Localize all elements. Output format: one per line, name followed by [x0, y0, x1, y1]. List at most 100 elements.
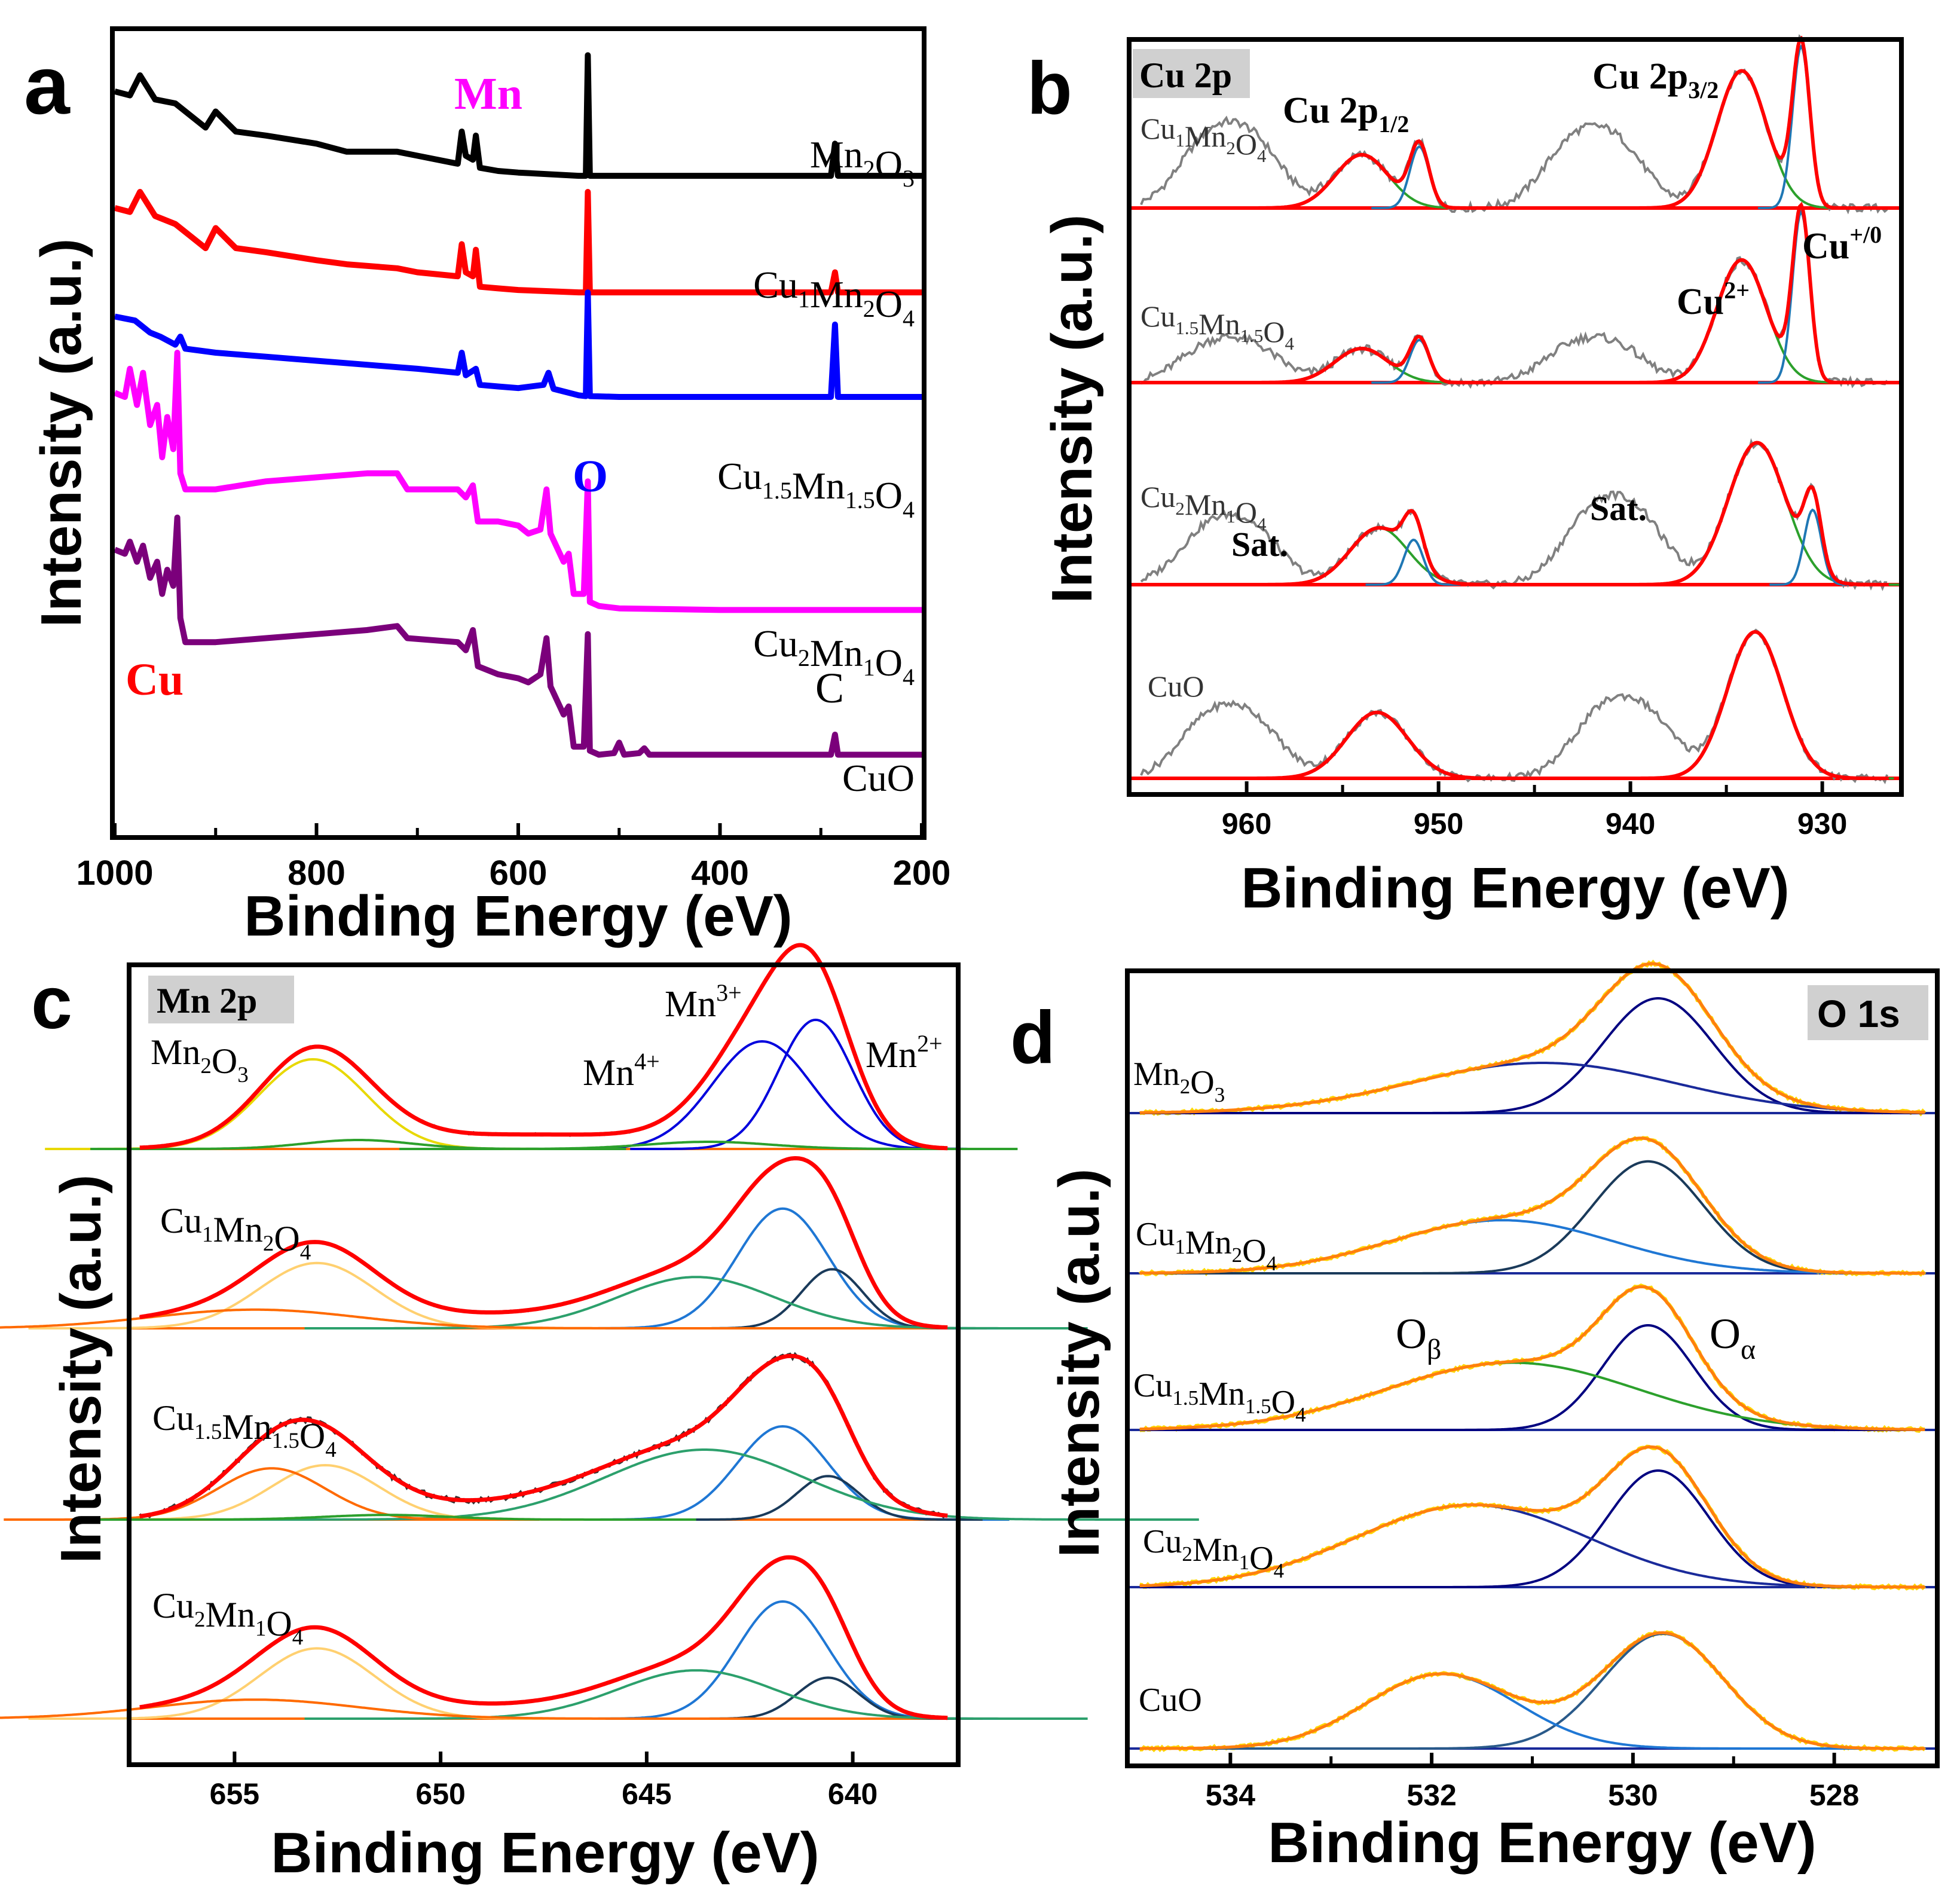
panel-d-xlabel: Binding Energy (eV): [1268, 1811, 1816, 1875]
envelope-Cu1.5Mn1.5O4: [139, 1353, 948, 1518]
annotation-c: C: [815, 664, 844, 712]
panel-b-title-box: [1133, 49, 1250, 98]
annotation-cu: Cu: [126, 655, 184, 705]
sample-label-Mn2O3: Mn2O3: [151, 1032, 249, 1087]
envelope-Cu1Mn2O4: [1139, 1136, 1925, 1275]
x-tick-label: 200: [893, 854, 951, 893]
sample-label-Cu1.5Mn1.5O4: Cu1.5Mn1.5O4: [152, 1398, 337, 1462]
panel-b-ylabel: Intensity (a.u.): [1040, 215, 1104, 604]
x-tick-label: 530: [1608, 1778, 1658, 1812]
sample-label-Cu1.5Mn1.5O4: Cu1.5Mn1.5O4: [1133, 1367, 1306, 1426]
panel-c-ylabel: Intensity (a.u.): [49, 1175, 113, 1564]
panel-a-curves: [114, 52, 922, 758]
x-tick-label: 800: [288, 854, 345, 893]
x-tick-label: 534: [1206, 1778, 1256, 1812]
panel-b-sample-labels: Cu1Mn2O4 Cu1.5Mn1.5O4 Cu2Mn1O4 CuO: [1140, 112, 1294, 703]
panel-c: c Mn 2p 655 650 645 640 Binding Energy (eV)…: [0, 943, 1199, 1885]
component-O-alpha: [1139, 1469, 1925, 1588]
component-O-alpha: [1139, 1324, 1925, 1431]
sample-label-Mn2O3: Mn2O3: [1133, 1056, 1225, 1107]
component-O-alpha: [1139, 1160, 1925, 1274]
label-mn4: Mn4+: [583, 1048, 660, 1093]
panel-d-sample-labels: Mn2O3 Cu1Mn2O4 Cu1.5Mn1.5O4 Cu2Mn1O4 CuO: [1133, 1056, 1306, 1719]
sample-label-CuO: CuO: [1148, 670, 1204, 703]
component-2p1/2 b: [0, 1698, 770, 1720]
component-sat2: [399, 1141, 1018, 1150]
sample-label-CuO: CuO: [1139, 1682, 1202, 1719]
panel-a-ylabel: Intensity (a.u.): [29, 239, 93, 628]
component-sat: [78, 1514, 696, 1521]
component-Mn4+: [210, 1448, 1199, 1521]
panel-a-frame: [110, 26, 927, 840]
x-tick-label: 950: [1414, 807, 1463, 841]
label-sat-2: Sat.: [1590, 489, 1647, 528]
panel-c-frame: [127, 962, 961, 1767]
panel-letter-d: d: [1010, 997, 1056, 1079]
envelope-Mn2O3: [139, 943, 948, 1151]
panel-d-ticks: 534 532 530 528: [1206, 1753, 1859, 1812]
component-O-alpha: [1139, 997, 1925, 1114]
envelope-Cu2Mn1O4: [139, 1555, 948, 1720]
x-tick-label: 655: [210, 1777, 259, 1811]
panel-d-ylabel: Intensity (a.u.): [1047, 1169, 1111, 1558]
x-tick-label: 940: [1606, 807, 1655, 841]
label-cu2p12: Cu 2p1/2: [1283, 90, 1409, 137]
x-tick-label: 532: [1406, 1778, 1456, 1812]
envelope-Cu1.5Mn1.5O4: [1141, 201, 1889, 384]
panel-d-title: O 1s: [1817, 992, 1900, 1035]
envelope-CuO: [1139, 1631, 1925, 1750]
envelope-Cu1Mn2O4: [139, 1156, 948, 1329]
panel-b: b Cu 2p 960 950 940 930 Binding Energy (eV)…: [1027, 34, 1904, 920]
envelope-CuO: [1141, 629, 1889, 780]
series-label-Mn2O3: Mn2O3: [810, 133, 915, 192]
x-tick-label: 640: [828, 1777, 877, 1811]
panel-d: d O 1s 534 532 530 528 Binding Energy (eV) …: [1010, 959, 1940, 1875]
panel-d-curves: [1130, 959, 1935, 1753]
series-label-Cu2Mn1O4: Cu2Mn1O4: [753, 622, 915, 690]
sample-label-Cu1.5Mn1.5O4: Cu1.5Mn1.5O4: [1140, 299, 1294, 354]
panel-d-frame: [1125, 968, 1940, 1768]
sample-label-Cu2Mn1O4: Cu2Mn1O4: [152, 1586, 303, 1650]
annotation-mn: Mn: [454, 69, 522, 119]
x-tick-label: 1000: [76, 854, 153, 893]
label-sat-1: Sat.: [1231, 525, 1288, 564]
panel-c-sample-labels: Mn2O3 Cu1Mn2O4 Cu1.5Mn1.5O4 Cu2Mn1O4: [151, 1032, 337, 1650]
panel-b-ticks: 960 950 940 930: [1222, 781, 1847, 841]
panel-c-title-box: [148, 976, 294, 1023]
panel-a-xlabel: Binding Energy (eV): [244, 884, 792, 948]
component-Mn2+: [673, 1475, 983, 1521]
panel-c-xlabel: Binding Energy (eV): [271, 1821, 819, 1885]
panel-b-frame: [1127, 37, 1904, 797]
series-label-Cu1.5Mn1.5O4: Cu1.5Mn1.5O4: [717, 455, 915, 523]
x-tick-label: 400: [691, 854, 749, 893]
label-o-alpha: Oα: [1710, 1310, 1756, 1365]
component-Cu+/0 2p3/2: [1769, 508, 1856, 586]
sample-label-Cu2Mn1O4: Cu2Mn1O4: [1140, 480, 1267, 534]
series-line-Cu2Mn1O4: [114, 350, 922, 613]
x-tick-label: 650: [415, 1777, 465, 1811]
annotation-o: O: [573, 451, 608, 502]
panel-d-title-box: [1808, 985, 1928, 1040]
x-tick-label: 930: [1797, 807, 1847, 841]
series-line-Cu1Mn2O4: [114, 189, 922, 296]
sample-label-Cu1Mn2O4: Cu1Mn2O4: [1140, 112, 1267, 166]
x-tick-label: 528: [1809, 1778, 1859, 1812]
x-tick-label: 960: [1222, 807, 1271, 841]
label-o-beta: Oβ: [1396, 1310, 1441, 1365]
panel-a: a 1000 800 600 400 200 Binding Energy (eV) I…: [24, 26, 951, 948]
panel-b-title: Cu 2p: [1139, 56, 1232, 95]
envelope-Cu1Mn2O4: [1141, 35, 1889, 210]
label-cu2p32: Cu 2p3/2: [1592, 56, 1719, 103]
sample-label-Cu1Mn2O4: Cu1Mn2O4: [160, 1201, 311, 1265]
series-line-Cu1.5Mn1.5O4: [114, 289, 922, 400]
panel-letter-a: a: [24, 39, 71, 132]
panel-letter-b: b: [1027, 47, 1072, 130]
series-line-CuO: [114, 514, 922, 758]
series-label-CuO: CuO: [842, 757, 915, 799]
label-mn2: Mn2+: [866, 1030, 943, 1075]
label-cu-2plus: Cu2+: [1677, 277, 1750, 322]
envelope-Cu1.5Mn1.5O4: [1139, 1285, 1925, 1431]
component-Cu+/0 2p1/2: [1365, 539, 1461, 586]
panel-c-ticks: 655 650 645 640: [210, 1752, 877, 1811]
